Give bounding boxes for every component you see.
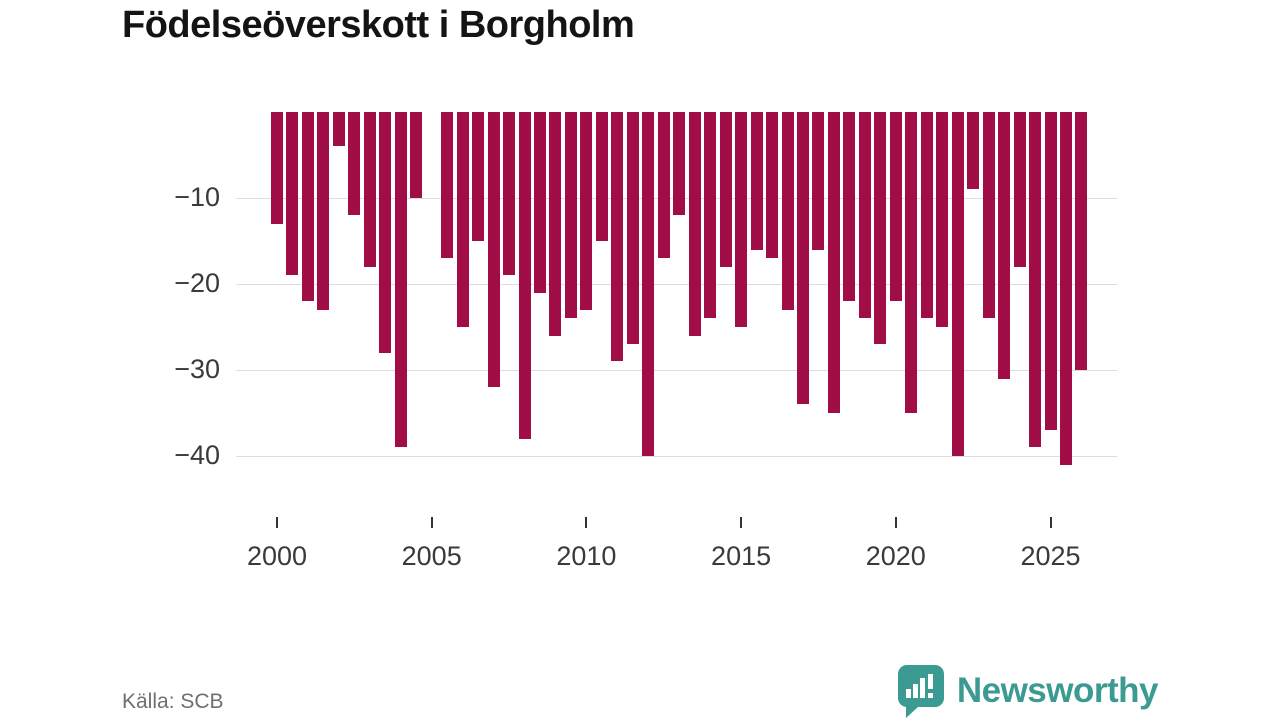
bar-2026-H1 (1075, 112, 1088, 370)
x-axis-tick-label: 2025 (1020, 541, 1081, 571)
bar-2014-H2 (719, 112, 732, 267)
x-axis-tick (276, 517, 278, 528)
bar-2012-H1 (642, 112, 655, 456)
bar-2015-H2 (750, 112, 763, 250)
bar-2022-H2 (967, 112, 980, 190)
y-axis-tick-label: −20 (174, 268, 220, 298)
bar-2004-H1 (394, 112, 407, 448)
bar-2018-H1 (827, 112, 840, 413)
x-axis-tick (430, 517, 433, 528)
bar-2004-H2 (410, 112, 423, 198)
bar-2025-H1 (1044, 112, 1057, 431)
bar-2009-H2 (564, 112, 577, 319)
bar-2025-H2 (1059, 112, 1072, 465)
chart-title: Födelseöverskott i Borgholm (122, 4, 635, 46)
x-axis-tick (585, 517, 588, 528)
bar-2005-H2 (441, 112, 454, 259)
bar-2024-H1 (1013, 112, 1026, 267)
bar-2001-H1 (301, 112, 314, 302)
bar-2011-H1 (611, 112, 624, 362)
bar-2024-H2 (1029, 112, 1042, 448)
bar-2013-H2 (688, 112, 701, 336)
bar-2006-H1 (456, 112, 469, 327)
bar-2023-H1 (982, 112, 995, 319)
x-axis-tick (740, 517, 743, 528)
newsworthy-bubble-chart-icon (897, 665, 944, 718)
bar-2012-H2 (657, 112, 670, 259)
bar-2017-H1 (796, 112, 809, 405)
bar-2002-H2 (348, 112, 361, 216)
bar-2002-H1 (332, 112, 345, 147)
source-note: Källa: SCB (122, 690, 224, 713)
bar-2011-H2 (626, 112, 639, 345)
x-axis-tick-label: 2005 (401, 541, 462, 571)
bar-2021-H2 (936, 112, 949, 327)
y-axis-tick-label: −10 (174, 182, 220, 212)
bar-2007-H2 (503, 112, 516, 276)
plot-area: −10 −20 −30 −40 2000 2005 2010 2015 2020 2025 (174, 112, 1117, 571)
y-axis-tick-label: −30 (174, 354, 220, 384)
bar-2003-H1 (363, 112, 376, 267)
bar-2000-H1 (271, 112, 283, 224)
bar-2003-H2 (379, 112, 392, 353)
bar-2015-H1 (735, 112, 748, 327)
x-axis-tick-label: 2010 (556, 541, 617, 571)
bar-2001-H2 (317, 112, 330, 310)
x-axis-tick-label: 2015 (711, 541, 772, 571)
y-gridline (236, 370, 1117, 371)
x-axis-tick-label: 2020 (865, 541, 926, 571)
bar-2009-H1 (549, 112, 562, 336)
bar-2019-H1 (858, 112, 871, 319)
bar-2022-H1 (951, 112, 964, 456)
bar-2016-H2 (781, 112, 794, 310)
newsworthy-logo: Newsworthy (897, 664, 1159, 718)
bar-2021-H1 (920, 112, 933, 319)
bar-2007-H1 (487, 112, 500, 388)
y-gridline (236, 284, 1117, 285)
y-gridline (236, 456, 1117, 457)
x-axis-tick (894, 517, 897, 528)
bar-2010-H2 (595, 112, 608, 241)
bar-2014-H1 (704, 112, 717, 319)
bar-2023-H2 (998, 112, 1011, 379)
bar-2008-H2 (533, 112, 546, 293)
bar-2020-H2 (905, 112, 918, 413)
bar-2016-H1 (766, 112, 779, 259)
newsworthy-wordmark: Newsworthy (956, 671, 1159, 710)
bar-2006-H2 (472, 112, 485, 241)
bar-2013-H1 (673, 112, 686, 216)
x-axis-tick (1049, 517, 1052, 528)
x-axis-tick-label: 2000 (246, 541, 308, 571)
bar-2008-H1 (518, 112, 531, 439)
bar-2000-H2 (286, 112, 299, 276)
bar-2017-H2 (812, 112, 825, 250)
bar-2019-H2 (874, 112, 887, 345)
y-axis-tick-label: −40 (174, 440, 220, 470)
bar-2020-H1 (889, 112, 902, 302)
bar-2018-H2 (843, 112, 856, 302)
bar-2010-H1 (580, 112, 593, 310)
